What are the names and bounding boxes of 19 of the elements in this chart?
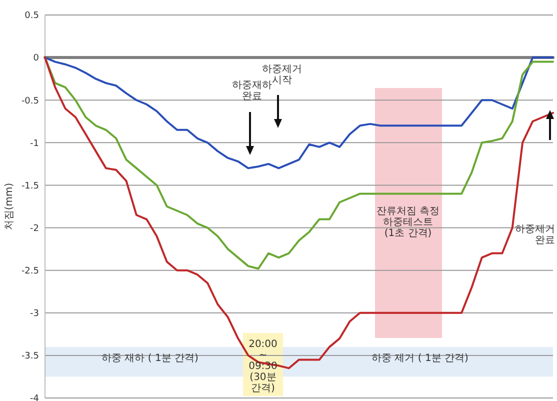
y-tick-label: -1 xyxy=(30,138,39,149)
y-tick-label: -2.5 xyxy=(21,266,39,276)
y-tick-label: -3 xyxy=(30,309,39,320)
y-tick-label: -0.5 xyxy=(21,96,39,106)
y-tick-label: -3.5 xyxy=(21,352,39,362)
annotation: 하중 제거 ( 1분 간격) xyxy=(372,353,469,364)
y-tick-label: -2 xyxy=(30,224,39,234)
y-axis-title: 처짐(mm) xyxy=(4,182,15,230)
annotation: 하중 재하 ( 1분 간격) xyxy=(102,353,199,364)
line-series xyxy=(44,56,554,170)
y-tick-label: -1.5 xyxy=(21,181,39,192)
annotation: 20:00 ~ 09:30 (30분 간격) xyxy=(248,339,278,394)
annotation: 하중제거 완료 xyxy=(515,224,555,246)
line-series xyxy=(44,56,554,370)
annotation: 잔류처짐 측정 하중테스트 (1초 간격) xyxy=(376,206,440,239)
y-tick-label: 0.5 xyxy=(24,11,39,22)
y-tick-label: -4 xyxy=(30,394,40,401)
annotation: 하중재하 완료 xyxy=(232,80,272,102)
y-tick-label: 0 xyxy=(33,54,40,64)
